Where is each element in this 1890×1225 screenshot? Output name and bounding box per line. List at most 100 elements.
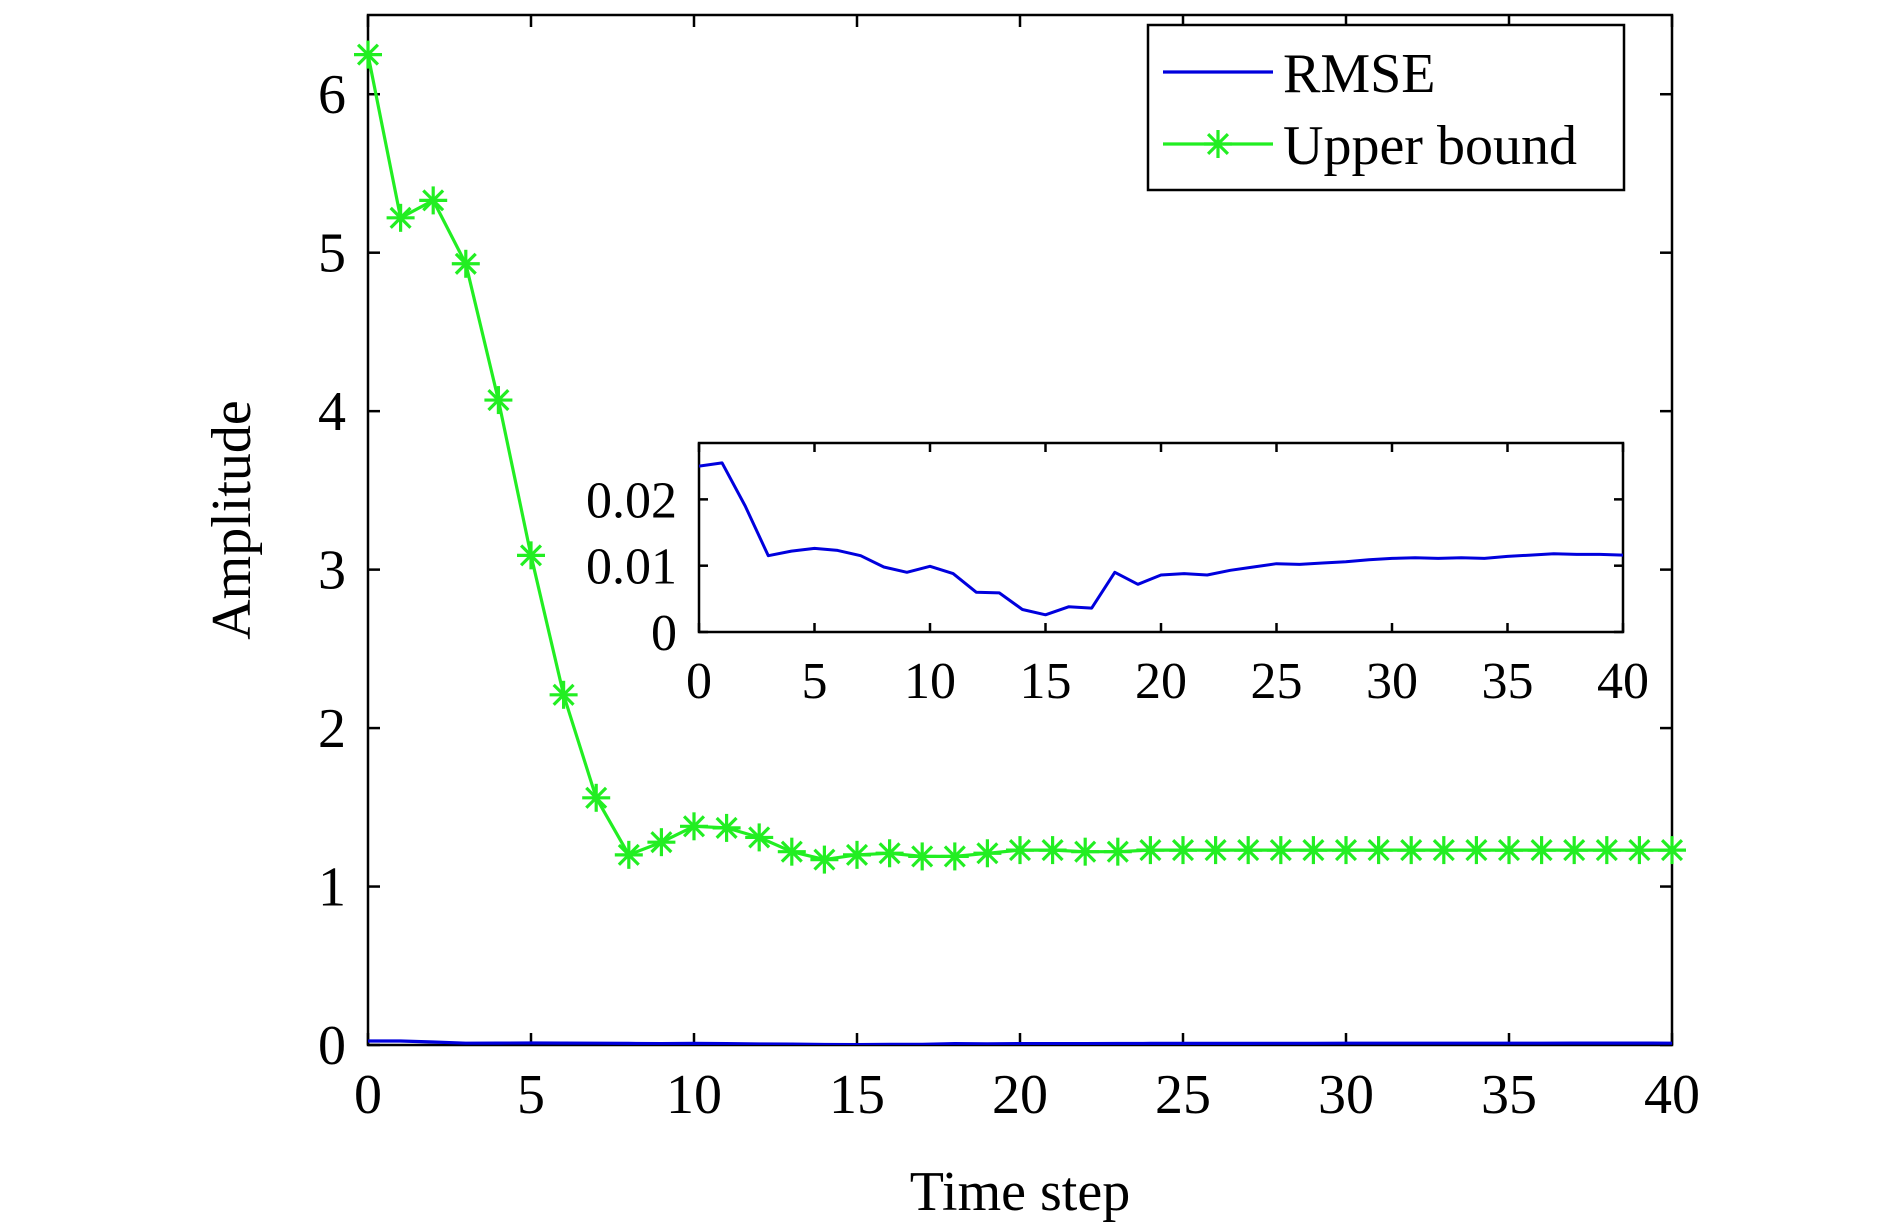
asterisk-stroke [617, 843, 640, 866]
data-point-upper-bound [745, 823, 774, 852]
x-tick-label: 25 [1155, 1064, 1211, 1126]
data-point-upper-bound [1462, 836, 1491, 865]
data-point-upper-bound [875, 839, 904, 868]
inset-x-tick-label: 10 [904, 653, 956, 710]
asterisk-stroke [1041, 839, 1064, 862]
inset-x-tick-label: 35 [1482, 653, 1534, 710]
x-tick-label: 0 [354, 1064, 382, 1126]
legend-marker-upper-bound [1204, 130, 1232, 158]
x-tick-label: 40 [1644, 1064, 1700, 1126]
asterisk-stroke [1139, 839, 1162, 862]
legend-label-rmse: RMSE [1283, 43, 1436, 105]
asterisk-stroke [1106, 840, 1129, 863]
x-tick-label: 35 [1481, 1064, 1537, 1126]
data-point-upper-bound [810, 845, 839, 874]
data-point-upper-bound [386, 203, 415, 232]
legend-label-upper-bound: Upper bound [1283, 115, 1577, 177]
asterisk-stroke [519, 544, 543, 567]
legend-box [1146, 23, 1626, 192]
data-point-upper-bound [1592, 836, 1621, 865]
data-point-upper-bound [517, 541, 545, 570]
asterisk-stroke [780, 840, 803, 863]
asterisk-stroke [845, 843, 869, 866]
data-point-upper-bound [1364, 836, 1393, 865]
asterisk-stroke [1074, 840, 1097, 863]
data-point-upper-bound [1201, 836, 1230, 865]
asterisk-stroke [1237, 839, 1260, 862]
x-tick-label: 30 [1318, 1064, 1374, 1126]
data-point-upper-bound [908, 842, 937, 871]
data-point-upper-bound [1527, 836, 1556, 865]
data-point-upper-bound [1495, 836, 1523, 865]
data-point-upper-bound [1169, 836, 1197, 865]
data-point-upper-bound [1266, 836, 1295, 865]
x-tick-label: 15 [829, 1064, 885, 1126]
y-tick-label: 4 [318, 381, 346, 443]
inset-x-tick-label: 20 [1135, 653, 1187, 710]
asterisk-stroke [487, 389, 510, 412]
asterisk-stroke [1563, 839, 1586, 862]
asterisk-stroke [1530, 839, 1553, 862]
series-line-rmse [368, 1039, 1672, 1045]
asterisk-stroke [1497, 839, 1521, 862]
asterisk-stroke [943, 845, 966, 868]
data-point-upper-bound [1397, 836, 1426, 865]
data-point-upper-bound [1234, 836, 1263, 865]
data-point-upper-bound [1136, 836, 1165, 865]
asterisk-stroke [1595, 839, 1618, 862]
data-point-upper-bound [1625, 836, 1654, 865]
asterisk-stroke [878, 842, 901, 865]
y-axis-title: Amplitude [201, 400, 263, 640]
data-point-upper-bound [712, 813, 741, 842]
asterisk-stroke [1367, 839, 1390, 862]
asterisk-stroke [422, 189, 445, 212]
data-point-upper-bound [1006, 836, 1034, 865]
data-point-upper-bound [973, 839, 1002, 868]
data-point-upper-bound [1038, 836, 1067, 865]
asterisk-stroke [1302, 839, 1325, 862]
asterisk-stroke [715, 816, 738, 839]
asterisk-stroke [911, 845, 934, 868]
y-tick-label: 0 [318, 1015, 346, 1077]
asterisk-stroke [1334, 839, 1358, 862]
data-point-upper-bound [647, 828, 676, 857]
y-tick-label: 1 [318, 857, 346, 919]
x-tick-label: 20 [992, 1064, 1048, 1126]
asterisk-stroke [1628, 839, 1651, 862]
data-point-upper-bound [777, 837, 806, 866]
asterisk-stroke [748, 826, 771, 849]
asterisk-stroke [813, 848, 836, 871]
data-point-upper-bound [1658, 836, 1686, 865]
inset-x-tick-label: 40 [1597, 653, 1649, 710]
x-tick-label: 5 [517, 1064, 545, 1126]
data-point-upper-bound [680, 812, 708, 841]
y-tick-label: 5 [318, 223, 346, 285]
x-tick-label: 10 [666, 1064, 722, 1126]
data-point-upper-bound [1332, 836, 1360, 865]
asterisk-stroke [454, 252, 477, 275]
data-point-upper-bound [1299, 836, 1328, 865]
inset-x-tick-label: 0 [686, 653, 712, 710]
data-point-upper-bound [582, 783, 611, 812]
data-point-upper-bound [843, 840, 871, 869]
inset-frame [697, 441, 1625, 634]
data-point-upper-bound [940, 842, 969, 871]
data-point-upper-bound [549, 680, 578, 709]
y-tick-label: 6 [318, 64, 346, 126]
inset-y-tick-label: 0 [651, 605, 677, 662]
asterisk-stroke [650, 831, 673, 854]
asterisk-stroke [1269, 839, 1292, 862]
y-tick-label: 2 [318, 698, 346, 760]
data-point-upper-bound [614, 840, 643, 869]
main-plot: 0 5 10 15 20 25 30 35 40 0 1 2 3 4 5 6 Time step Amplitud… [201, 13, 1700, 1223]
asterisk-stroke [976, 842, 999, 865]
inset-y-tick-label: 0.01 [586, 539, 677, 596]
asterisk-stroke [682, 815, 706, 838]
inset-x-tick-label: 5 [802, 653, 828, 710]
data-point-upper-bound [451, 249, 480, 278]
asterisk-stroke [1660, 839, 1684, 862]
data-point-upper-bound [419, 186, 448, 215]
